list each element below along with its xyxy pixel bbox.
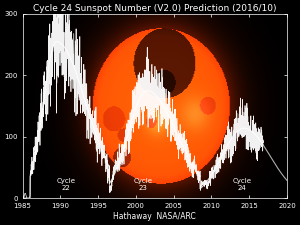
Text: Cycle
23: Cycle 23 [134,178,153,191]
Title: Cycle 24 Sunspot Number (V2.0) Prediction (2016/10): Cycle 24 Sunspot Number (V2.0) Predictio… [33,4,277,13]
X-axis label: Hathaway  NASA/ARC: Hathaway NASA/ARC [113,212,196,221]
Text: Cycle
24: Cycle 24 [232,178,251,191]
Text: Cycle
22: Cycle 22 [57,178,76,191]
